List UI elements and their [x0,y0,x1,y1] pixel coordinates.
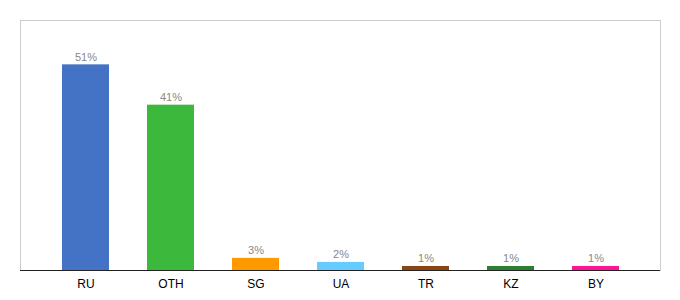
svg-text:1%: 1% [418,252,434,264]
svg-text:TR: TR [418,277,434,291]
svg-text:1%: 1% [503,252,519,264]
svg-text:OTH: OTH [158,277,183,291]
svg-text:RU: RU [77,277,94,291]
svg-text:51%: 51% [75,51,97,63]
svg-text:2%: 2% [333,248,349,260]
svg-text:BY: BY [588,277,604,291]
svg-text:1%: 1% [588,252,604,264]
svg-text:KZ: KZ [503,277,518,291]
svg-text:3%: 3% [248,244,264,256]
svg-text:SG: SG [247,277,264,291]
svg-text:41%: 41% [160,91,182,103]
svg-text:UA: UA [333,277,350,291]
